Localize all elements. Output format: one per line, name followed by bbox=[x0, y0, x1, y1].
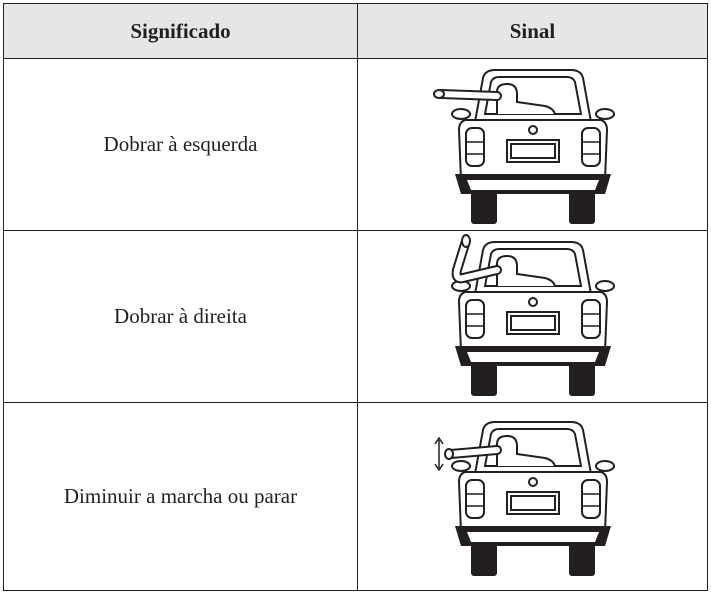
table-head: Significado Sinal bbox=[3, 3, 708, 59]
meaning-cell: Diminuir a marcha ou parar bbox=[3, 401, 358, 592]
signal-cell bbox=[357, 58, 708, 231]
car-part bbox=[450, 459, 471, 472]
signal-cell bbox=[357, 401, 708, 592]
car-signal-illustration bbox=[433, 420, 615, 576]
header-row: Significado Sinal bbox=[3, 3, 708, 59]
car-part bbox=[527, 296, 538, 307]
car-part bbox=[460, 233, 471, 248]
car-part bbox=[466, 531, 599, 542]
car-part bbox=[464, 298, 485, 339]
table-body: Dobrar à esquerda Dobrar à direita Dimin… bbox=[3, 58, 708, 592]
car-part bbox=[495, 434, 556, 467]
car-part bbox=[437, 90, 500, 99]
meaning-cell: Dobrar à esquerda bbox=[3, 58, 358, 231]
car-part bbox=[527, 124, 538, 135]
signal-cell bbox=[357, 229, 708, 403]
car-part bbox=[594, 459, 615, 472]
car-part bbox=[509, 494, 556, 511]
car-signal-illustration bbox=[450, 233, 615, 396]
header-cell: Sinal bbox=[357, 3, 708, 59]
car-part bbox=[464, 126, 485, 167]
car-part bbox=[432, 88, 445, 99]
car-part bbox=[580, 126, 601, 167]
car-part bbox=[453, 240, 500, 282]
car-part bbox=[466, 351, 599, 362]
car-part bbox=[594, 279, 615, 292]
row: Dobrar à esquerda bbox=[3, 58, 708, 231]
car-part bbox=[495, 82, 556, 115]
car-part bbox=[527, 476, 538, 487]
car-part bbox=[509, 314, 556, 331]
car-part bbox=[450, 107, 471, 120]
meaning-cell: Dobrar à direita bbox=[3, 229, 358, 403]
header-cell: Significado bbox=[3, 3, 358, 59]
car-part bbox=[594, 107, 615, 120]
car-part bbox=[509, 142, 556, 159]
car-part bbox=[580, 478, 601, 519]
car-part bbox=[495, 254, 556, 287]
car-part bbox=[447, 446, 500, 457]
car-part bbox=[464, 478, 485, 519]
row: Diminuir a marcha ou parar bbox=[3, 401, 708, 592]
car-part bbox=[443, 447, 454, 460]
car-part bbox=[433, 436, 444, 472]
car-part bbox=[466, 179, 599, 190]
row: Dobrar à direita bbox=[3, 229, 708, 403]
signals-table: Significado Sinal Dobrar à esquerda Dobr… bbox=[3, 3, 708, 592]
car-signal-illustration bbox=[432, 68, 615, 224]
car-part bbox=[580, 298, 601, 339]
